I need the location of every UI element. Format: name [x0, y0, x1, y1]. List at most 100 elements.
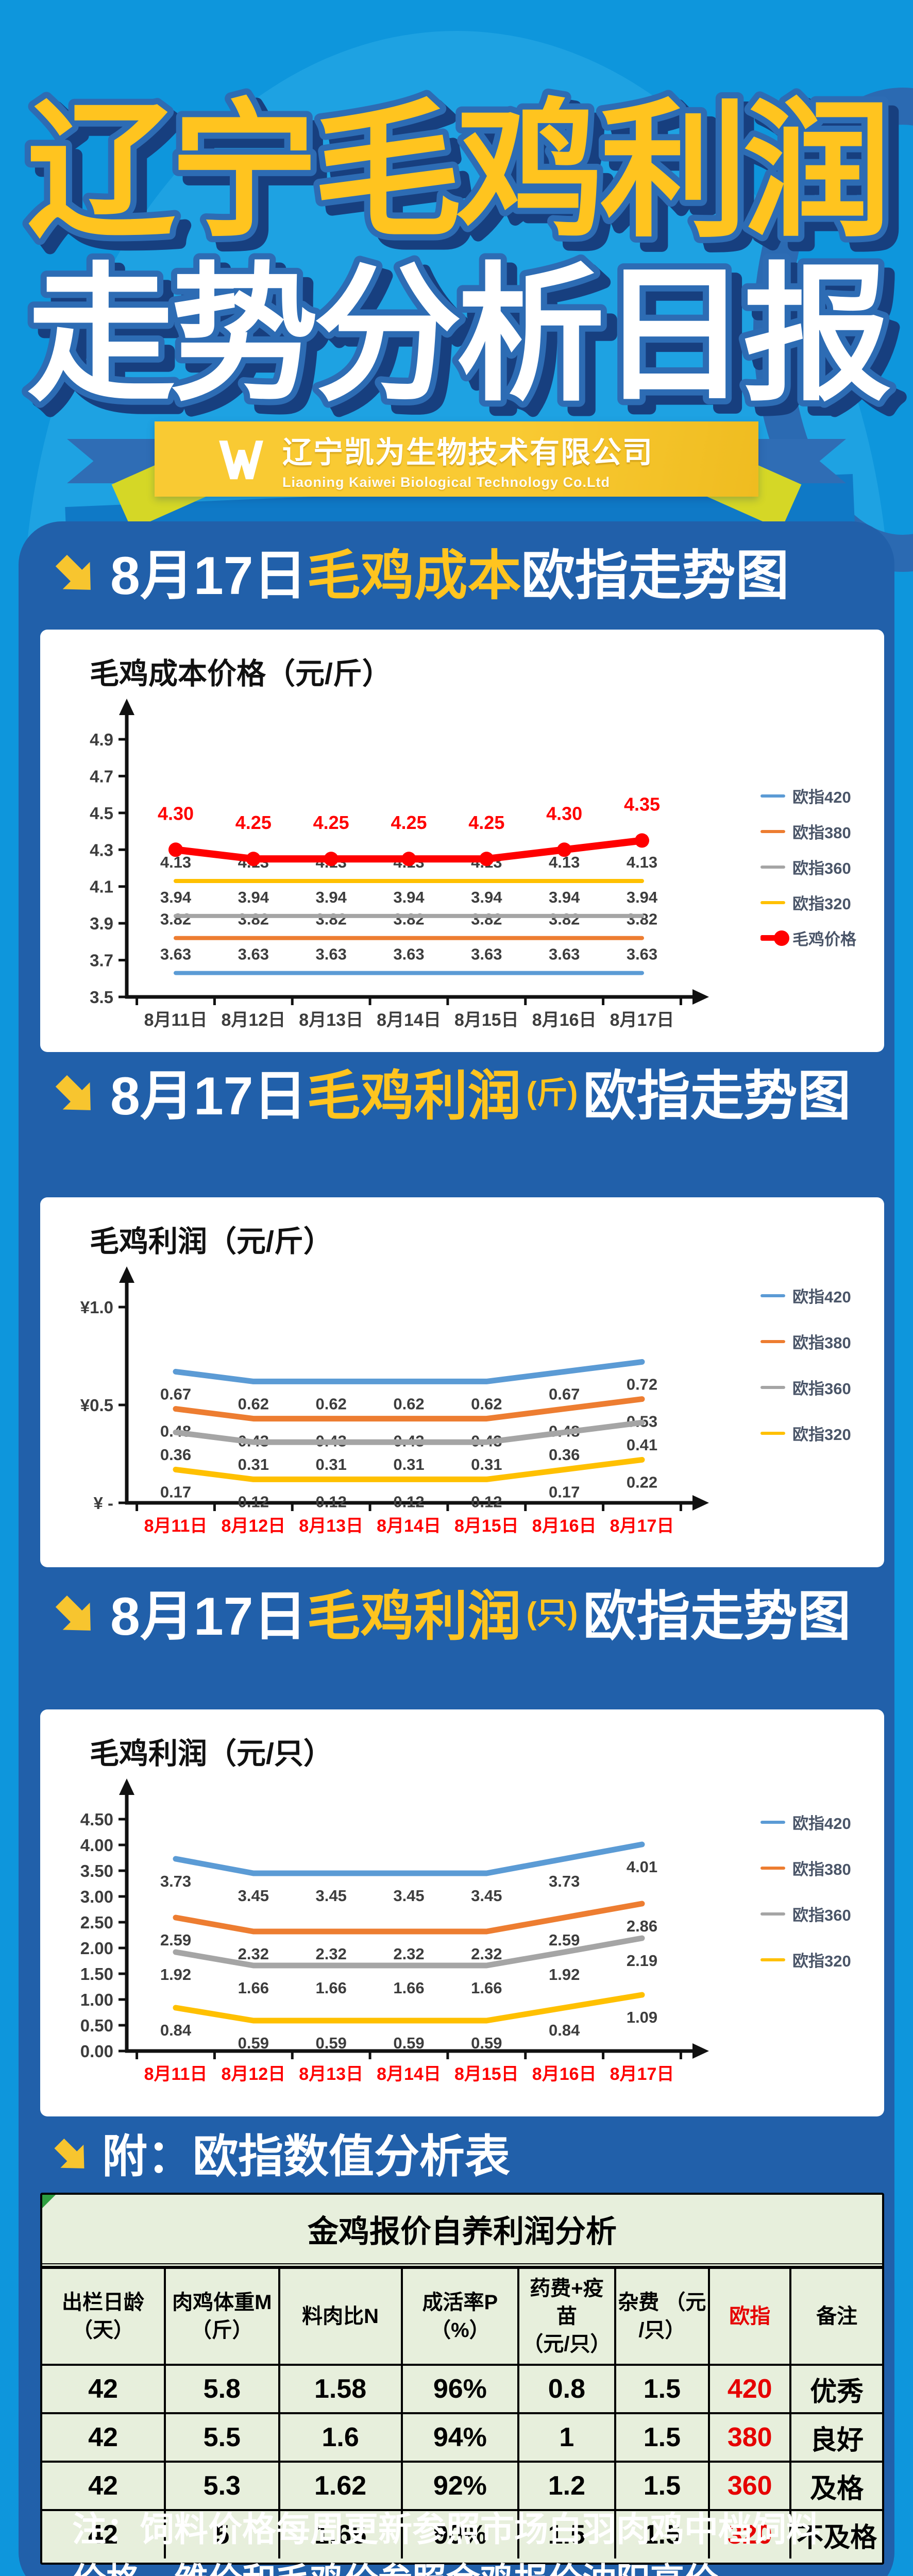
svg-text:3.63: 3.63: [238, 945, 269, 963]
table-header-cell: 欧指: [708, 2267, 792, 2366]
svg-text:4.30: 4.30: [158, 803, 194, 824]
svg-text:0.67: 0.67: [160, 1385, 191, 1403]
table-cell: 不及格: [789, 2509, 882, 2558]
main-title-line1-shadow: 辽宁毛鸡利润: [37, 98, 897, 263]
svg-text:0.59: 0.59: [238, 2034, 269, 2052]
footnote: 注：饲料价格每周更新参照市场白羽肉鸡中档饲料 价格，雏价和毛鸡价参照金鸡报价沈阳…: [72, 2510, 820, 2576]
svg-text:0.84: 0.84: [160, 2021, 192, 2039]
heading-unit: (斤): [526, 1076, 578, 1110]
svg-text:8月12日: 8月12日: [221, 1516, 285, 1536]
table-header-cell: 药费+疫苗 （元/只）: [517, 2267, 616, 2366]
svg-text:3.45: 3.45: [238, 1887, 269, 1905]
legend-item: 欧指420: [760, 784, 856, 807]
svg-text:3.63: 3.63: [471, 945, 502, 963]
chart-legend: 欧指420 欧指380 欧指360 欧指320: [760, 1284, 851, 1445]
legend-line-sample: [760, 829, 785, 833]
svg-text:3.94: 3.94: [393, 888, 425, 906]
main-title-line1: 辽宁毛鸡利润 辽宁毛鸡利润: [21, 82, 908, 263]
svg-text:3.50: 3.50: [80, 1861, 113, 1880]
table-cell: 1: [517, 2412, 616, 2463]
legend-label: 欧指320: [792, 895, 851, 913]
svg-text:3.82: 3.82: [238, 910, 269, 928]
legend-item: 欧指380: [760, 1330, 851, 1353]
legend-label: 欧指320: [792, 1952, 851, 1970]
svg-text:0.31: 0.31: [315, 1455, 346, 1473]
heading-suffix: 欧指走势图: [583, 1587, 851, 1647]
legend-label: 欧指380: [792, 1334, 851, 1352]
svg-text:8月17日: 8月17日: [610, 1010, 674, 1030]
svg-text:3.00: 3.00: [80, 1887, 113, 1906]
svg-text:1.66: 1.66: [238, 1979, 269, 1997]
legend-label: 欧指320: [792, 1426, 851, 1444]
svg-text:0.67: 0.67: [549, 1385, 580, 1403]
svg-text:4.7: 4.7: [90, 767, 113, 786]
heading-highlight: 毛鸡成本: [307, 546, 521, 606]
svg-text:2.32: 2.32: [315, 1945, 346, 1963]
section-heading-profit-jin: 8月17日 毛鸡利润 (斤) 欧指走势图: [47, 1069, 851, 1124]
legend-line-sample: [760, 865, 785, 869]
svg-text:0.00: 0.00: [80, 2042, 113, 2061]
svg-text:¥ -: ¥ -: [93, 1494, 113, 1513]
company-logo-icon: [219, 440, 263, 480]
chart-title: 毛鸡成本价格（元/斤）: [90, 657, 392, 690]
heading-date: 8月17日: [110, 1587, 307, 1647]
svg-text:4.25: 4.25: [313, 812, 349, 833]
table-cell: 420: [708, 2364, 792, 2414]
legend-item: 欧指360: [760, 1902, 851, 1925]
legend-item: 欧指420: [760, 1810, 851, 1834]
table-cell: 42: [42, 2509, 166, 2558]
svg-text:3.82: 3.82: [549, 910, 580, 928]
profit-jin-trend-chart: ¥ - ¥0.5 ¥1.0 8月11日 8月12日 8月13日 8月14日 8月15日 8月16…: [80, 1266, 709, 1536]
legend-label: 欧指380: [792, 824, 851, 842]
svg-text:3.63: 3.63: [393, 945, 424, 963]
svg-text:4.25: 4.25: [235, 812, 272, 833]
table-cell: 及格: [789, 2461, 882, 2511]
svg-text:8月13日: 8月13日: [299, 2064, 363, 2084]
legend-label: 欧指420: [792, 1815, 851, 1833]
svg-text:8月16日: 8月16日: [532, 1010, 597, 1030]
svg-text:2.59: 2.59: [160, 1931, 191, 1949]
chart-legend: 欧指420 欧指380 欧指360 欧指320 毛鸡价格: [760, 784, 856, 950]
svg-text:3.82: 3.82: [627, 910, 657, 928]
legend-line-sample: [760, 1866, 785, 1870]
svg-text:4.1: 4.1: [90, 877, 113, 896]
table-cell: 320: [708, 2509, 792, 2558]
legend-line-sample: [760, 1820, 785, 1824]
svg-text:3.63: 3.63: [315, 945, 346, 963]
svg-text:8月13日: 8月13日: [299, 1516, 363, 1536]
legend-label: 毛鸡价格: [792, 930, 856, 948]
legend-marker-dot: [774, 930, 789, 946]
legend-item: 毛鸡价格: [760, 926, 856, 950]
table-header-cell: 备注: [789, 2267, 882, 2366]
svg-text:1.66: 1.66: [315, 1979, 346, 1997]
svg-text:4.5: 4.5: [90, 804, 113, 823]
svg-text:4.13: 4.13: [627, 853, 657, 871]
table-cell: 0.8: [517, 2364, 616, 2414]
svg-text:0.12: 0.12: [393, 1493, 424, 1511]
table-cell: 1.6: [278, 2412, 403, 2463]
table-cell: 42: [42, 2412, 166, 2463]
svg-text:0.31: 0.31: [238, 1455, 269, 1473]
table-header-cell: 成活率P （%）: [400, 2267, 520, 2366]
svg-text:3.9: 3.9: [90, 914, 113, 933]
down-right-arrow-icon: [55, 554, 91, 590]
svg-text:4.3: 4.3: [90, 840, 113, 859]
svg-text:4.25: 4.25: [468, 812, 504, 833]
legend-label: 欧指420: [792, 788, 851, 806]
corner-marker: [42, 2195, 56, 2208]
table-row: 42 5.3 1.62 92% 1.2 1.5 360 及格: [42, 2461, 882, 2511]
svg-text:4.50: 4.50: [80, 1810, 113, 1829]
legend-line-sample: [760, 1912, 785, 1916]
svg-text:3.5: 3.5: [90, 988, 113, 1007]
legend-item: 欧指360: [760, 1376, 851, 1399]
table-row: 42 5 1.65 90% 1.5 1.5 320 不及格: [42, 2509, 882, 2558]
table-cell: 92%: [400, 2461, 520, 2511]
table-title: 金鸡报价自养利润分析: [42, 2195, 882, 2267]
svg-text:2.50: 2.50: [80, 1913, 113, 1932]
section-heading-table: 附：欧指数值分析表: [47, 2133, 510, 2180]
svg-text:1.66: 1.66: [471, 1979, 502, 1997]
cost-trend-chart: 3.5 3.7 3.9 4.1 4.3 4.5 4.7 4.9 8月11日 8月12日 8月13日 8…: [90, 699, 709, 1030]
table-cell: 42: [42, 2364, 166, 2414]
section-heading-cost: 8月17日 毛鸡成本 欧指走势图: [47, 548, 789, 604]
